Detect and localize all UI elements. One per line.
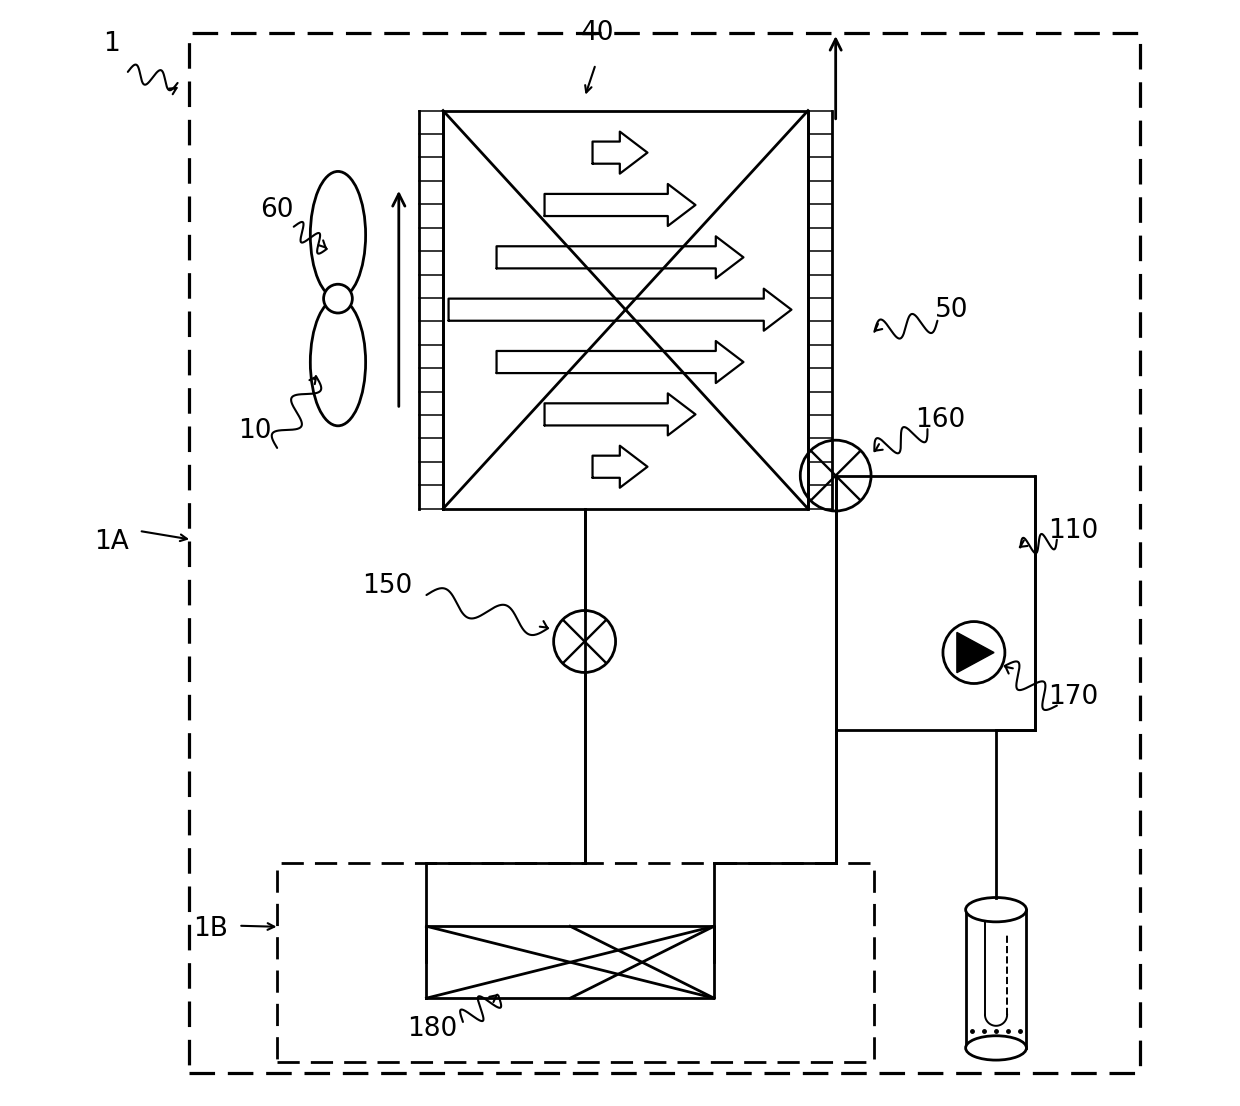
Text: 150: 150 bbox=[362, 573, 413, 599]
Text: 1A: 1A bbox=[94, 529, 129, 555]
Text: 170: 170 bbox=[1048, 684, 1099, 710]
Text: 1: 1 bbox=[103, 31, 119, 58]
Ellipse shape bbox=[966, 1035, 1027, 1060]
Circle shape bbox=[942, 622, 1004, 684]
Circle shape bbox=[800, 440, 870, 511]
Text: 60: 60 bbox=[260, 197, 294, 223]
Text: 110: 110 bbox=[1048, 518, 1099, 544]
Circle shape bbox=[553, 611, 615, 672]
Text: 180: 180 bbox=[407, 1015, 458, 1042]
Bar bbox=[966, 909, 1027, 1048]
Text: 40: 40 bbox=[582, 20, 615, 46]
Ellipse shape bbox=[966, 898, 1027, 922]
Text: 160: 160 bbox=[915, 407, 966, 434]
Text: 1B: 1B bbox=[193, 916, 228, 942]
Polygon shape bbox=[957, 633, 994, 672]
Text: 50: 50 bbox=[935, 296, 968, 323]
Circle shape bbox=[324, 284, 352, 313]
Text: 10: 10 bbox=[238, 418, 272, 445]
